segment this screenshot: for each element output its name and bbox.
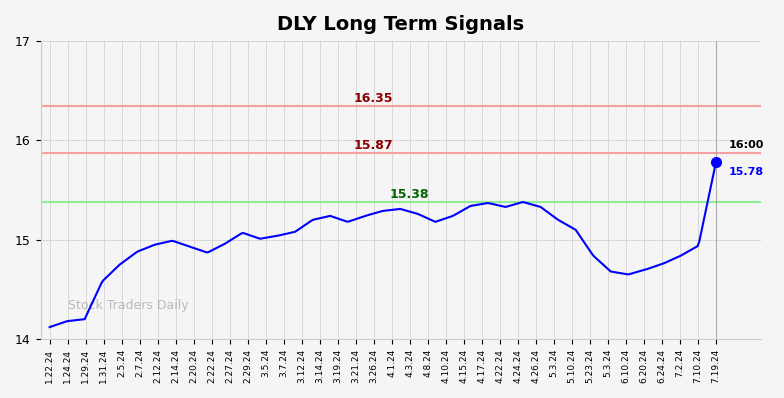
Text: 15.87: 15.87 (354, 139, 394, 152)
Text: Stock Traders Daily: Stock Traders Daily (67, 299, 188, 312)
Text: 16:00: 16:00 (728, 140, 764, 150)
Text: 16.35: 16.35 (354, 92, 394, 105)
Text: 15.38: 15.38 (390, 188, 430, 201)
Title: DLY Long Term Signals: DLY Long Term Signals (278, 15, 524, 34)
Text: 15.78: 15.78 (728, 167, 764, 177)
